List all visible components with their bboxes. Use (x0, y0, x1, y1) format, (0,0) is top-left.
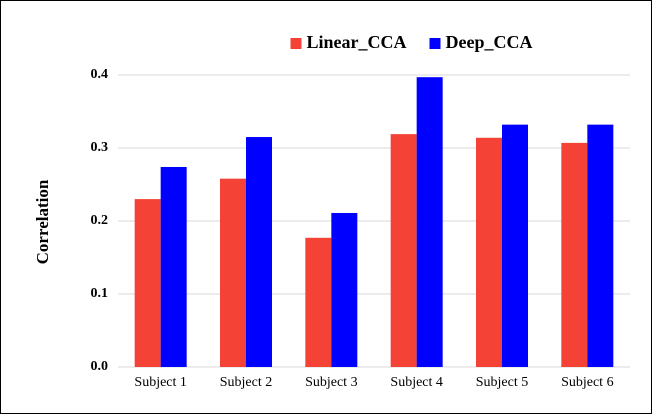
bar (587, 124, 614, 367)
bar (476, 137, 502, 367)
x-tick-label: Subject 1 (134, 375, 187, 390)
bar (305, 237, 332, 367)
legend-label: Deep_CCA (446, 32, 533, 52)
x-tick-label: Subject 4 (390, 375, 443, 390)
legend-swatch (429, 38, 441, 49)
legend-label: Linear_CCA (307, 32, 407, 52)
y-tick-label: 0.1 (91, 286, 109, 301)
bar (246, 137, 272, 367)
bar (220, 178, 246, 367)
bar (331, 212, 358, 367)
bar (416, 77, 443, 367)
bar (134, 199, 161, 367)
bar (561, 142, 588, 367)
y-tick-label: 0.4 (91, 67, 109, 82)
x-tick-label: Subject 3 (305, 375, 358, 390)
bar (390, 134, 417, 367)
y-tick-label: 0.0 (91, 359, 109, 374)
x-tick-label: Subject 6 (561, 375, 614, 390)
y-tick-label: 0.3 (91, 140, 109, 155)
x-tick-label: Subject 5 (476, 375, 529, 390)
bar (502, 124, 528, 367)
x-tick-label: Subject 2 (220, 375, 273, 390)
legend-swatch (290, 38, 302, 49)
y-tick-label: 0.2 (91, 213, 109, 228)
y-axis-label: Correlation (33, 179, 52, 264)
bar (160, 166, 187, 367)
